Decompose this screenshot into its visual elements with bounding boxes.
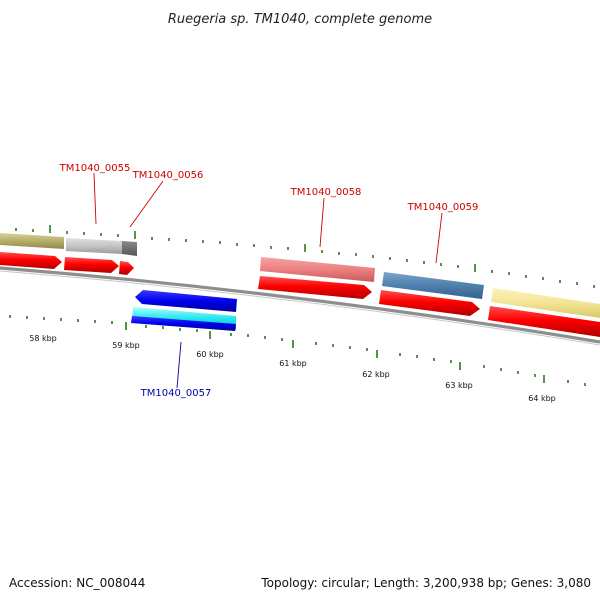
gene-feature-0055[interactable] — [66, 238, 122, 254]
kbp-label: 63 kbp — [445, 381, 473, 390]
lower-tick-track — [9, 315, 586, 386]
accession-text: Accession: NC_008044 — [9, 576, 145, 590]
gene-feature-0058[interactable] — [260, 257, 375, 282]
leader-line-0058 — [319, 197, 325, 248]
kbp-label: 62 kbp — [362, 370, 390, 379]
gene-labels: TM1040_0055 TM1040_0056 TM1040_0058 TM10… — [59, 163, 479, 399]
gene-feature-0057-lower — [131, 316, 236, 331]
cds-arrow-0055[interactable] — [64, 257, 119, 273]
cds-arrow-0060[interactable] — [488, 306, 600, 337]
gene-label-0057[interactable]: TM1040_0057 — [140, 388, 212, 399]
gene-label-0056[interactable]: TM1040_0056 — [132, 170, 204, 181]
gene-feature-track — [0, 233, 600, 318]
cds-arrow-0059[interactable] — [379, 290, 480, 316]
gene-feature-0056[interactable] — [122, 241, 137, 256]
kbp-label: 64 kbp — [528, 394, 556, 403]
gene-feature-0059[interactable] — [382, 272, 484, 299]
cds-arrow-0057 — [135, 290, 237, 312]
cds-arrow-0058[interactable] — [258, 276, 372, 299]
genome-backbone — [0, 266, 600, 346]
cds-arrow-0054[interactable] — [0, 252, 62, 269]
kbp-label: 60 kbp — [196, 350, 224, 359]
leader-line-0056 — [129, 180, 164, 228]
kbp-label: 58 kbp — [29, 334, 57, 343]
gene-label-0055[interactable]: TM1040_0055 — [59, 163, 131, 174]
forward-cds-track — [0, 252, 600, 337]
kbp-label: 59 kbp — [112, 341, 140, 350]
gene-label-0059[interactable]: TM1040_0059 — [407, 202, 479, 213]
genome-summary-text: Topology: circular; Length: 3,200,938 bp… — [260, 576, 591, 590]
gene-label-0058[interactable]: TM1040_0058 — [290, 187, 362, 198]
kbp-label: 61 kbp — [279, 359, 307, 368]
leader-line-0055 — [93, 172, 97, 225]
gene-feature-0060[interactable] — [491, 288, 600, 318]
leader-line-0057 — [176, 341, 182, 389]
reverse-gene-0057[interactable] — [131, 290, 237, 331]
gene-feature-0054[interactable] — [0, 233, 64, 249]
leader-line-0059 — [435, 212, 443, 264]
upper-tick-track — [15, 225, 595, 288]
gene-label-leaders — [93, 172, 443, 389]
map-title: Ruegeria sp. TM1040, complete genome — [168, 12, 432, 27]
cds-arrow-0056[interactable] — [119, 261, 134, 275]
kbp-scale-labels: 58 kbp 59 kbp 60 kbp 61 kbp 62 kbp 63 kb… — [29, 334, 556, 403]
